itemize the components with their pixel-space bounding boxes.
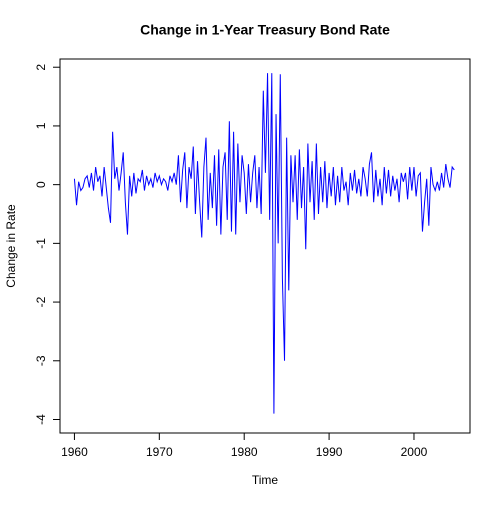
y-tick-label: -2 (34, 296, 48, 307)
x-tick-label: 1990 (316, 445, 343, 459)
y-axis-label: Change in Rate (4, 204, 18, 288)
y-tick-label: -4 (34, 414, 48, 425)
x-tick-label: 1960 (61, 445, 88, 459)
x-tick-label: 2000 (401, 445, 428, 459)
y-tick-label: 1 (34, 122, 48, 129)
x-axis-label: Time (252, 473, 279, 487)
x-tick-label: 1980 (231, 445, 258, 459)
y-tick-label: -1 (34, 238, 48, 249)
data-line (73, 73, 455, 414)
x-tick-label: 1970 (146, 445, 173, 459)
chart-title: Change in 1-Year Treasury Bond Rate (140, 22, 390, 38)
plot-box (59, 58, 471, 434)
y-tick-label: 2 (34, 64, 48, 71)
y-tick-label: -3 (34, 355, 48, 366)
y-tick-label: 0 (34, 181, 48, 188)
